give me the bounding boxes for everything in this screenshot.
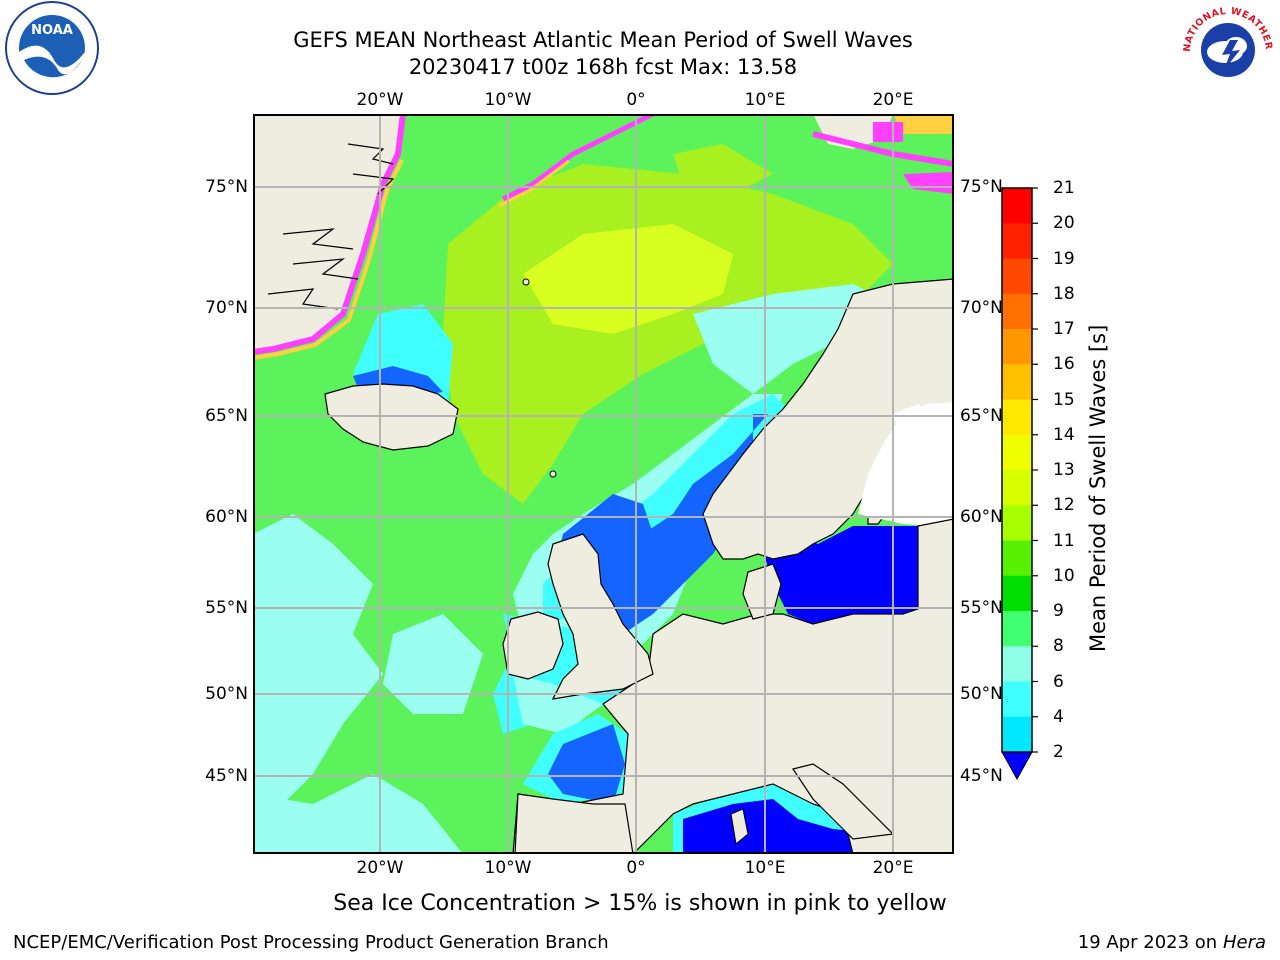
svalbard-ice [893, 114, 954, 134]
lon-label-top-0: 0° [626, 90, 646, 110]
footer-date: 19 Apr 2023 on Hera [1078, 932, 1266, 954]
colorbar-tick-label: 20 [1053, 213, 1075, 234]
lon-label-top-10w: 10°W [484, 90, 532, 110]
colorbar-tick-label: 16 [1053, 354, 1075, 375]
corsica-land [730, 808, 749, 845]
colorbar [1001, 187, 1038, 781]
lon-label-bottom-10w: 10°W [484, 858, 532, 878]
lon-label-top-20e: 20°E [872, 90, 914, 110]
colorbar-segment [1002, 223, 1032, 259]
lon-label-bottom-10e: 10°E [744, 858, 786, 878]
jan-mayen [522, 278, 530, 286]
ireland-land [502, 611, 564, 680]
chart-title-line2: 20230417 t00z 168h fcst Max: 13.58 [408, 55, 798, 79]
colorbar-tick-label: 21 [1053, 178, 1075, 198]
lat-label-left-50n: 50°N [205, 684, 248, 704]
lat-label-left-45n: 45°N [205, 766, 248, 786]
lon-label-top-20w: 20°W [356, 90, 404, 110]
greenland-ice-edge-inner [253, 159, 404, 360]
colorbar-title: Mean Period of Swell Waves [s] [1086, 324, 1110, 652]
lon-label-bottom-0: 0° [626, 858, 646, 878]
nws-logo: NATIONAL WEATHER SERVICE [1178, 0, 1274, 96]
footer-host: Hera [1222, 932, 1266, 953]
colorbar-segment [1002, 611, 1032, 647]
colorbar-segment [1002, 575, 1032, 612]
colorbar-segment [1002, 399, 1032, 436]
lat-label-right-45n: 45°N [960, 766, 1003, 786]
lat-label-right-75n: 75°N [960, 177, 1003, 197]
colorbar-segment [1002, 329, 1032, 365]
lat-label-right-50n: 50°N [960, 684, 1003, 704]
greenland-fjords [267, 143, 395, 310]
graticule [253, 114, 954, 854]
lon-label-top-10e: 10°E [744, 90, 786, 110]
colorbar-tick-label: 12 [1053, 495, 1075, 516]
fram-strait-ice-edge [501, 114, 655, 202]
colorbar-segment [1002, 646, 1032, 682]
short-swell-english-channel [513, 674, 603, 734]
long-swell-patch [673, 144, 773, 194]
lat-label-left-60n: 60°N [205, 507, 248, 527]
colorbar-tick-label: 4 [1053, 706, 1064, 727]
colorbar-tick-label: 6 [1053, 671, 1064, 692]
map-frame [253, 114, 954, 854]
denmark-land [742, 563, 782, 620]
chart-title-line1: GEFS MEAN Northeast Atlantic Mean Period… [293, 28, 913, 52]
lat-label-left-65n: 65°N [205, 406, 248, 426]
short-swell-west [253, 514, 383, 814]
noaa-logo-text: NOAA [31, 23, 73, 38]
lat-label-right-70n: 70°N [960, 298, 1003, 318]
lon-label-bottom-20w: 20°W [356, 858, 404, 878]
colorbar-segment [1002, 364, 1032, 400]
noaa-logo: NOAA [5, 1, 99, 95]
colorbar-min-extension [1001, 751, 1033, 781]
colorbar-tick-label: 9 [1053, 601, 1064, 621]
colorbar-tick-label: 8 [1053, 636, 1064, 657]
short-swell-patch [383, 614, 483, 714]
lat-label-right-60n: 60°N [960, 507, 1003, 527]
short-swell-southwest [253, 774, 463, 854]
colorbar-segment [1002, 681, 1032, 718]
fram-strait-ice-edge-inner [498, 159, 570, 208]
colorbar-segment [1002, 505, 1032, 541]
colorbar-tick-label: 18 [1053, 283, 1075, 304]
faroe-islands [549, 470, 557, 478]
lat-label-right-65n: 65°N [960, 406, 1003, 426]
short-swell-blue-biscay [548, 724, 625, 804]
lat-label-left-70n: 70°N [205, 298, 248, 318]
footer-credit: NCEP/EMC/Verification Post Processing Pr… [13, 932, 609, 953]
lat-label-left-75n: 75°N [205, 177, 248, 197]
short-swell-blue-north-sea [583, 414, 768, 644]
barents-ice-patch [903, 172, 954, 194]
colorbar-segment [1002, 716, 1032, 753]
lat-label-right-55n: 55°N [960, 598, 1003, 618]
colorbar-segment [1002, 258, 1032, 295]
sea-ice-note: Sea Ice Concentration > 15% is shown in … [333, 891, 947, 916]
footer-date-text: 19 Apr 2023 on [1077, 932, 1223, 953]
colorbar-tick-label: 2 [1053, 742, 1064, 762]
colorbar-tick-label: 17 [1053, 319, 1075, 339]
longest-swell-zone [523, 224, 733, 334]
swell-period-map [253, 114, 954, 854]
colorbar-tick-label: 10 [1053, 565, 1075, 586]
iberia-land [514, 793, 634, 854]
colorbar-segment [1002, 470, 1032, 506]
colorbar-tick-label: 19 [1053, 248, 1075, 269]
colorbar-tick-label: 13 [1053, 460, 1075, 480]
colorbar-segment [1002, 540, 1032, 577]
lat-label-left-55n: 55°N [205, 598, 248, 618]
colorbar-segment [1002, 434, 1032, 471]
colorbar-tick-label: 14 [1053, 424, 1075, 445]
colorbar-segment [1002, 293, 1032, 330]
colorbar-tick-label: 15 [1053, 389, 1075, 410]
gulf-of-bothnia-north [893, 404, 933, 444]
barents-ice-edge [812, 131, 954, 167]
colorbar-segment [1002, 188, 1032, 224]
long-swell-zone [443, 164, 893, 504]
gulf-of-bothnia [858, 402, 954, 526]
svalbard-ice-pink [873, 122, 903, 142]
lon-label-bottom-20e: 20°E [872, 858, 914, 878]
colorbar-tick-label: 11 [1053, 530, 1075, 551]
